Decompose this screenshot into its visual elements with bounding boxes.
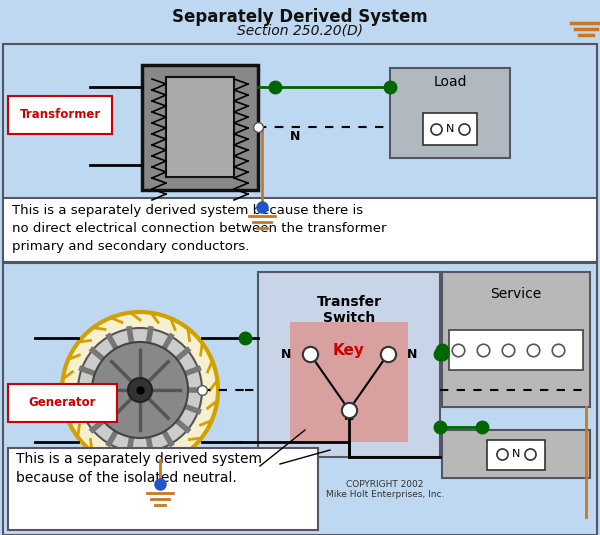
FancyBboxPatch shape — [442, 272, 590, 407]
Circle shape — [128, 378, 152, 402]
Text: This is a separately derived system because there is
no direct electrical connec: This is a separately derived system beca… — [12, 204, 386, 253]
Text: N: N — [281, 348, 291, 361]
Text: This is a separately derived system
because of the isolated neutral.: This is a separately derived system beca… — [16, 452, 262, 485]
FancyBboxPatch shape — [442, 430, 590, 478]
Text: Service: Service — [490, 287, 542, 301]
Text: Key: Key — [333, 342, 365, 357]
FancyBboxPatch shape — [258, 272, 440, 457]
Text: N: N — [407, 348, 417, 361]
FancyBboxPatch shape — [290, 322, 408, 442]
FancyBboxPatch shape — [166, 77, 234, 177]
Text: N: N — [290, 131, 300, 143]
Text: Generator: Generator — [28, 396, 96, 409]
Circle shape — [92, 342, 188, 438]
FancyBboxPatch shape — [8, 384, 117, 422]
Text: Transfer
Switch: Transfer Switch — [317, 295, 382, 325]
Text: Load: Load — [433, 75, 467, 89]
Circle shape — [78, 328, 202, 452]
Text: N: N — [512, 449, 520, 459]
FancyBboxPatch shape — [390, 68, 510, 158]
Text: Transformer: Transformer — [19, 109, 101, 121]
FancyBboxPatch shape — [8, 448, 318, 530]
FancyBboxPatch shape — [449, 330, 583, 370]
FancyBboxPatch shape — [3, 198, 597, 262]
FancyBboxPatch shape — [3, 44, 597, 262]
FancyBboxPatch shape — [142, 65, 258, 190]
Circle shape — [62, 312, 218, 468]
FancyBboxPatch shape — [8, 96, 112, 134]
FancyBboxPatch shape — [3, 263, 597, 535]
Text: COPYRIGHT 2002
Mike Holt Enterprises, Inc.: COPYRIGHT 2002 Mike Holt Enterprises, In… — [326, 480, 444, 499]
FancyBboxPatch shape — [423, 113, 477, 145]
FancyBboxPatch shape — [487, 440, 545, 470]
Text: N: N — [446, 124, 454, 134]
Text: Section 250.20(D): Section 250.20(D) — [237, 24, 363, 38]
Text: N: N — [344, 410, 354, 424]
Text: Separately Derived System: Separately Derived System — [172, 8, 428, 26]
